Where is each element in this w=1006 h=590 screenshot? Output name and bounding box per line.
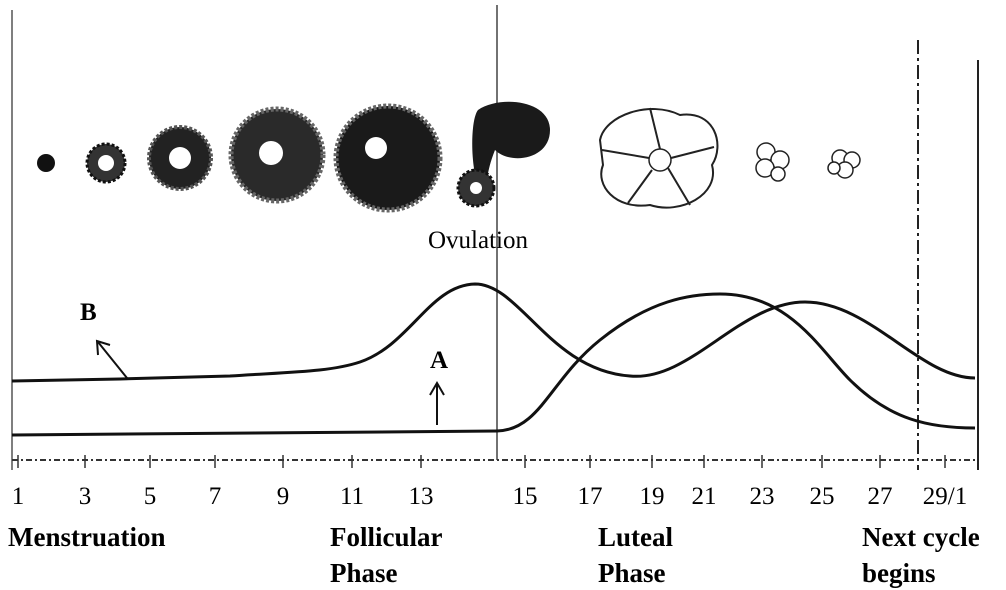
day-label: 3 <box>79 483 92 510</box>
follicle-core <box>259 141 283 165</box>
ovum-core <box>470 182 482 194</box>
day-label: 1 <box>12 483 25 510</box>
phase-label: Follicular <box>330 522 442 552</box>
day-label: 15 <box>513 483 538 510</box>
corpus-luteum-core <box>649 149 671 171</box>
day-label: 7 <box>209 483 222 510</box>
diagram: Ovulation A B 1357911131517192123252729/… <box>0 0 1006 590</box>
day-label: 23 <box>750 483 775 510</box>
phase-label: Next cycle <box>862 522 980 552</box>
label-a: A <box>430 347 448 374</box>
day-label: 27 <box>868 483 893 510</box>
day-label: 25 <box>810 483 835 510</box>
day-label: 5 <box>144 483 157 510</box>
follicle-core <box>98 155 114 171</box>
phase-label: Luteal <box>598 522 674 552</box>
follicle <box>336 106 440 210</box>
day-label: 29/1 <box>923 483 967 510</box>
follicle <box>37 154 55 172</box>
phase-label: Menstruation <box>8 522 166 552</box>
day-label: 13 <box>409 483 434 510</box>
day-label: 19 <box>640 483 665 510</box>
day-label: 11 <box>340 483 364 510</box>
follicle-core <box>169 147 191 169</box>
day-label: 17 <box>578 483 603 510</box>
label-b: B <box>80 299 97 326</box>
day-label: 9 <box>277 483 290 510</box>
phase-label: Phase <box>330 558 398 588</box>
follicle-core <box>365 137 387 159</box>
phase-label: begins <box>862 558 936 588</box>
ovulation-label: Ovulation <box>428 227 528 254</box>
phase-label: Phase <box>598 558 666 588</box>
day-label: 21 <box>692 483 717 510</box>
